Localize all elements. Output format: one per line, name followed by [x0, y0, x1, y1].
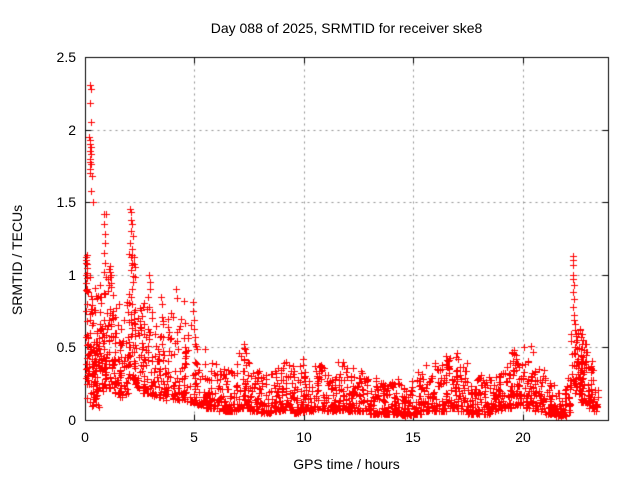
x-tick-label: 0: [81, 429, 89, 445]
y-tick-label: 2: [68, 122, 76, 138]
x-tick-label: 20: [515, 429, 531, 445]
x-axis-label: GPS time / hours: [293, 456, 400, 472]
y-tick-label: 1.5: [56, 194, 76, 210]
chart-title: Day 088 of 2025, SRMTID for receiver ske…: [210, 20, 483, 36]
y-axis-label: SRMTID / TECUs: [9, 204, 25, 316]
x-tick-label: 10: [296, 429, 312, 445]
y-tick-label: 0.5: [56, 339, 76, 355]
y-tick-label: 0: [68, 412, 76, 428]
x-tick-label: 15: [405, 429, 421, 445]
x-tick-label: 5: [190, 429, 198, 445]
y-tick-label: 2.5: [56, 49, 76, 65]
y-tick-label: 1: [68, 267, 76, 283]
